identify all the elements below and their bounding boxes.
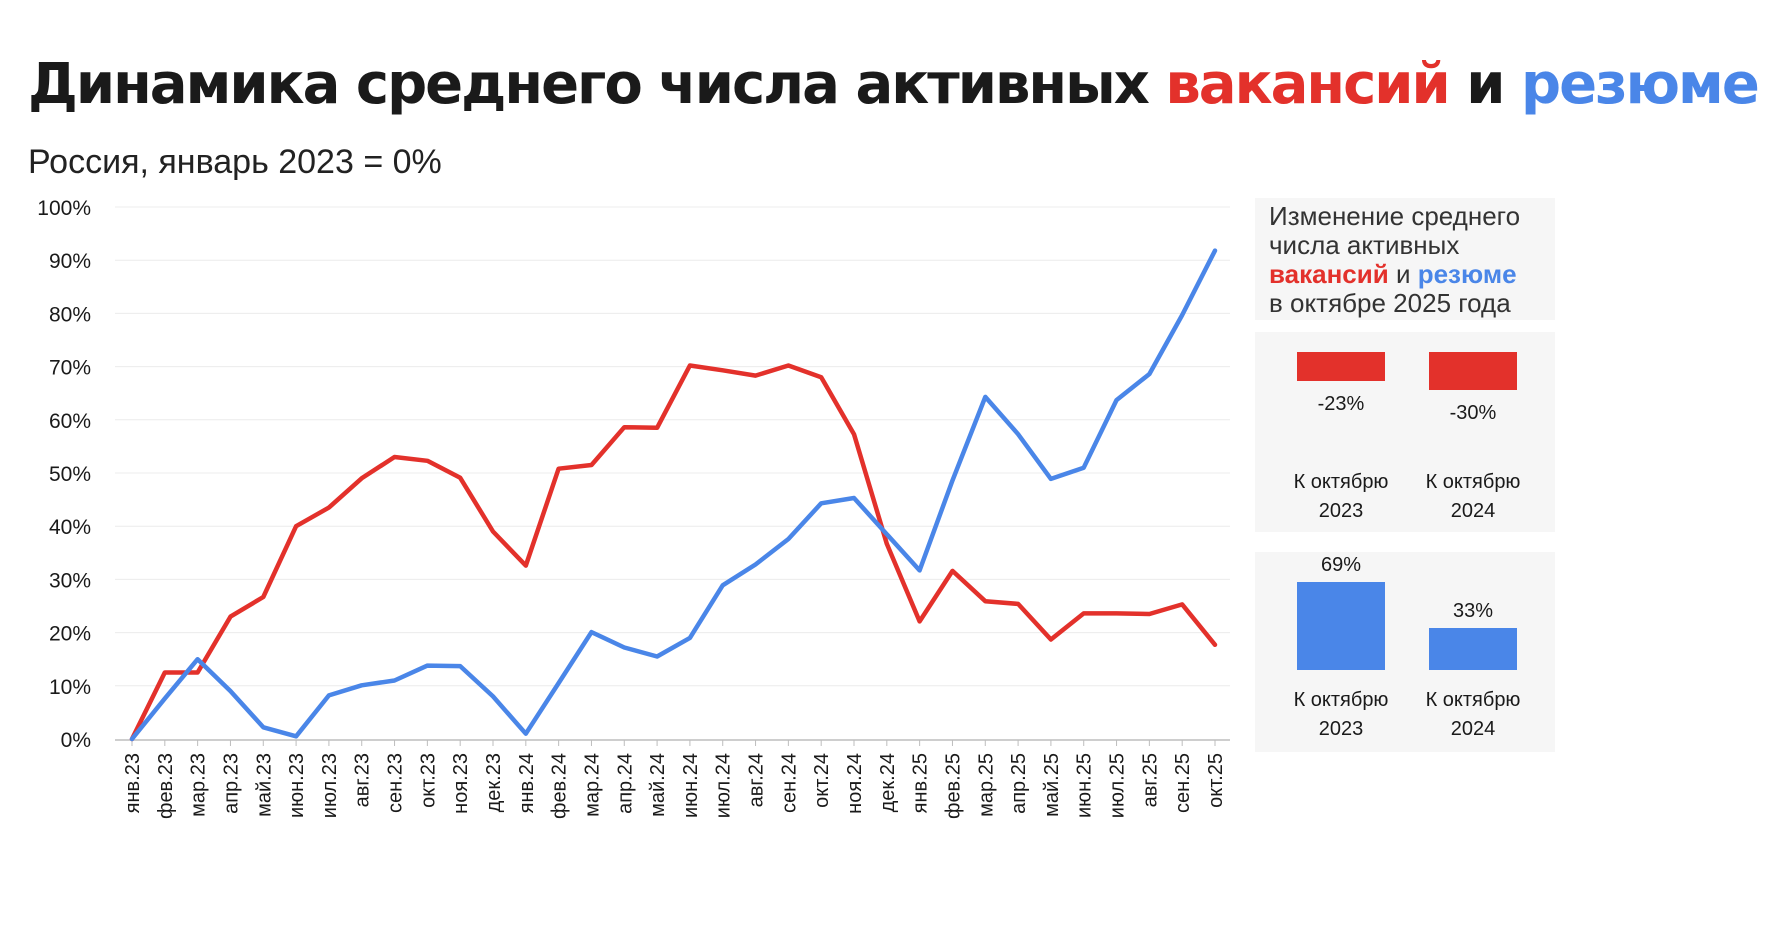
summary-heading-line3: вакансий и резюме xyxy=(1269,260,1520,289)
summary-heading-and: и xyxy=(1395,259,1411,289)
x-tick-label: дек.24 xyxy=(877,753,899,812)
summary-heading-line2: числа активных xyxy=(1269,230,1460,260)
x-tick-label: мар.24 xyxy=(581,753,603,817)
grid-lines xyxy=(115,206,1230,687)
x-tick-label: дек.23 xyxy=(483,753,505,812)
y-tick-label: 10% xyxy=(49,676,91,699)
x-tick-label: июн.24 xyxy=(680,753,702,818)
line-chart: 0% 10% 20% 30% 40% 50% 60% 70% 80% 90% 100% янв.23 ф… xyxy=(37,197,1230,819)
x-tick-label: фев.23 xyxy=(155,753,177,819)
x-tick-label: июл.25 xyxy=(1107,753,1129,818)
x-tick-label: окт.24 xyxy=(811,753,833,808)
y-tick-label: 80% xyxy=(49,303,91,326)
x-tick-label: апр.23 xyxy=(220,753,242,814)
x-tick-label: сен.24 xyxy=(778,753,800,813)
y-tick-label: 70% xyxy=(49,357,91,380)
vacancies-caption-2023-line2: 2023 xyxy=(1318,500,1364,522)
chart-title: Динамика среднего числа активных ваканси… xyxy=(28,52,1760,117)
series-line-resumes xyxy=(129,248,1218,742)
resumes-caption-2024-line2: 2024 xyxy=(1450,718,1496,740)
vacancies-bar-2023 xyxy=(1297,352,1385,382)
axes: 0% 10% 20% 30% 40% 50% 60% 70% 80% 90% 100% янв.23 ф… xyxy=(37,197,1230,819)
vacancies-value-2024: -30% xyxy=(1449,402,1497,425)
x-tick-label: авг.25 xyxy=(1139,753,1161,807)
title-vacancies: вакансий xyxy=(1165,52,1450,117)
x-tick-label: июн.25 xyxy=(1074,753,1096,818)
x-tick-label: авг.24 xyxy=(746,753,768,807)
resumes-caption-2023-line1: К октябрю xyxy=(1293,689,1389,711)
x-tick-label: ноя.24 xyxy=(844,753,866,814)
x-tick-label: май.23 xyxy=(253,753,275,817)
title-resumes: резюме xyxy=(1521,52,1760,117)
resumes-bar-2024 xyxy=(1429,628,1517,670)
x-tick-label: май.24 xyxy=(647,753,669,817)
y-tick-label: 60% xyxy=(49,410,91,433)
summary-heading: Изменение среднего числа активных ваканс… xyxy=(1269,202,1520,318)
x-tick-label: янв.23 xyxy=(122,753,144,813)
vacancies-caption-2023: К октябрю 2023 xyxy=(1271,468,1411,526)
y-tick-label: 40% xyxy=(49,516,91,539)
y-tick-label: 100% xyxy=(37,197,91,220)
vacancies-caption-2023-line1: К октябрю xyxy=(1293,471,1389,493)
x-tick-label: апр.24 xyxy=(614,753,636,814)
x-tick-label: сен.25 xyxy=(1172,753,1194,813)
x-tick-label: апр.25 xyxy=(1008,753,1030,814)
x-tick-label: ноя.23 xyxy=(450,753,472,814)
summary-heading-line4: в октябре 2025 года xyxy=(1269,288,1511,318)
summary-heading-panel: Изменение среднего числа активных ваканс… xyxy=(1255,198,1555,320)
y-tick-label: 50% xyxy=(49,463,91,486)
x-tick-label: авг.23 xyxy=(352,753,374,807)
resumes-caption-2023: К октябрю 2023 xyxy=(1271,686,1411,744)
x-tick-label: окт.23 xyxy=(417,753,439,808)
y-tick-label: 20% xyxy=(49,623,91,646)
y-tick-label: 30% xyxy=(49,569,91,592)
series-lines xyxy=(129,248,1218,742)
summary-heading-resumes: резюме xyxy=(1417,259,1517,289)
x-tick-label: янв.25 xyxy=(910,753,932,813)
x-tick-label: янв.24 xyxy=(516,753,538,813)
x-tick-label: июл.23 xyxy=(319,753,341,818)
x-tick-label: мар.23 xyxy=(188,753,210,817)
x-tick-label: сен.23 xyxy=(385,753,407,813)
y-tick-label: 0% xyxy=(61,729,91,752)
x-tick-label: июл.24 xyxy=(713,753,735,818)
vacancies-value-2023: -23% xyxy=(1317,393,1365,416)
chart-subtitle: Россия, январь 2023 = 0% xyxy=(28,143,442,181)
title-and: и xyxy=(1466,52,1505,117)
x-tick-label: июн.23 xyxy=(286,753,308,818)
resumes-caption-2023-line2: 2023 xyxy=(1318,718,1364,740)
vacancies-bar-2024 xyxy=(1429,352,1517,391)
x-tick-label: фев.25 xyxy=(942,753,964,819)
resumes-value-2023: 69% xyxy=(1320,554,1362,577)
x-tick-label: май.25 xyxy=(1041,753,1063,817)
resumes-value-2024: 33% xyxy=(1452,600,1494,623)
resumes-caption-2024: К октябрю 2024 xyxy=(1403,686,1543,744)
vacancies-change-panel: -23% К октябрю 2023 -30% К октябрю 2024 xyxy=(1255,332,1555,532)
summary-heading-vacancies: вакансий xyxy=(1269,259,1389,289)
summary-heading-line1: Изменение среднего xyxy=(1269,201,1521,231)
x-tick-label: мар.25 xyxy=(975,753,997,817)
vacancies-caption-2024-line2: 2024 xyxy=(1450,500,1496,522)
resumes-change-panel: 69% К октябрю 2023 33% К октябрю 2024 xyxy=(1255,552,1555,752)
vacancies-caption-2024-line1: К октябрю xyxy=(1425,471,1521,493)
resumes-bar-2023 xyxy=(1297,582,1385,670)
y-tick-label: 90% xyxy=(49,250,91,273)
x-tick-label: фев.24 xyxy=(549,753,571,819)
vacancies-caption-2024: К октябрю 2024 xyxy=(1403,468,1543,526)
x-tick-label: окт.25 xyxy=(1205,753,1227,808)
resumes-caption-2024-line1: К октябрю xyxy=(1425,689,1521,711)
title-main: Динамика среднего числа активных xyxy=(28,52,1150,117)
series-line-vacancies xyxy=(129,363,1218,742)
